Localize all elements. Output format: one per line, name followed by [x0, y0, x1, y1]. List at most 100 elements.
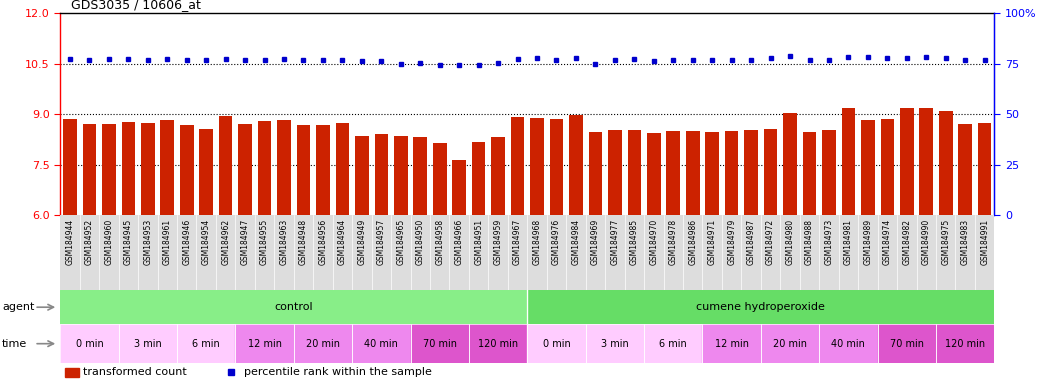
Bar — [608, 131, 622, 215]
Bar — [625, 215, 644, 290]
Bar — [920, 108, 933, 215]
Text: GSM184964: GSM184964 — [338, 219, 347, 265]
Bar — [176, 215, 196, 290]
Bar — [663, 215, 683, 290]
Bar — [472, 142, 486, 215]
Text: GSM184949: GSM184949 — [357, 219, 366, 265]
Text: GSM184973: GSM184973 — [824, 219, 834, 265]
Bar — [141, 123, 155, 215]
Bar — [703, 324, 761, 363]
Bar — [761, 324, 819, 363]
Bar — [917, 215, 936, 290]
Bar — [585, 324, 644, 363]
Bar — [469, 324, 527, 363]
Bar — [527, 324, 585, 363]
Text: GSM184981: GSM184981 — [844, 219, 853, 265]
Bar — [900, 108, 913, 215]
Bar — [257, 121, 271, 215]
Bar — [196, 215, 216, 290]
Bar — [862, 120, 875, 215]
Text: cumene hydroperoxide: cumene hydroperoxide — [696, 302, 825, 312]
Bar — [138, 215, 158, 290]
Bar — [764, 129, 777, 215]
Bar — [955, 215, 975, 290]
Bar — [527, 215, 547, 290]
Bar — [411, 324, 469, 363]
Bar — [488, 215, 508, 290]
Text: GSM184959: GSM184959 — [494, 219, 502, 265]
Bar — [706, 132, 719, 215]
Bar — [936, 324, 994, 363]
Bar — [63, 119, 77, 215]
Text: transformed count: transformed count — [83, 367, 187, 377]
Text: GSM184952: GSM184952 — [85, 219, 93, 265]
Bar — [585, 215, 605, 290]
Text: 12 min: 12 min — [247, 339, 281, 349]
Text: time: time — [2, 339, 27, 349]
Bar — [313, 215, 332, 290]
Bar — [180, 125, 193, 215]
Bar — [802, 132, 816, 215]
Bar — [822, 130, 836, 215]
Text: GSM184966: GSM184966 — [455, 219, 464, 265]
Text: GSM184972: GSM184972 — [766, 219, 775, 265]
Bar — [161, 120, 174, 215]
Bar — [216, 215, 236, 290]
Bar — [858, 215, 877, 290]
Bar — [277, 120, 291, 215]
Bar — [236, 324, 294, 363]
Text: GSM184980: GSM184980 — [786, 219, 794, 265]
Bar — [761, 215, 781, 290]
Bar — [176, 324, 236, 363]
Text: GSM184946: GSM184946 — [183, 219, 191, 265]
Bar — [469, 324, 527, 363]
Text: GSM184962: GSM184962 — [221, 219, 230, 265]
Bar — [83, 124, 97, 215]
Text: GSM184954: GSM184954 — [201, 219, 211, 265]
Bar — [413, 137, 427, 215]
Bar — [102, 124, 115, 215]
Text: percentile rank within the sample: percentile rank within the sample — [244, 367, 432, 377]
Text: GSM184987: GSM184987 — [746, 219, 756, 265]
Bar — [332, 215, 352, 290]
Bar — [433, 143, 446, 215]
Bar — [254, 215, 274, 290]
Bar — [703, 215, 722, 290]
Bar — [781, 215, 799, 290]
Text: 40 min: 40 min — [364, 339, 399, 349]
Text: 70 min: 70 min — [422, 339, 457, 349]
Bar — [335, 123, 349, 215]
Text: GSM184988: GSM184988 — [805, 219, 814, 265]
Text: GSM184968: GSM184968 — [532, 219, 542, 265]
Text: GSM184976: GSM184976 — [552, 219, 561, 265]
Bar — [644, 215, 663, 290]
Bar — [352, 215, 372, 290]
Bar — [236, 324, 294, 363]
Text: 12 min: 12 min — [714, 339, 748, 349]
Text: GSM184967: GSM184967 — [513, 219, 522, 265]
Bar — [936, 324, 994, 363]
Bar — [511, 117, 524, 215]
Bar — [741, 215, 761, 290]
Text: GSM184969: GSM184969 — [591, 219, 600, 265]
Bar — [877, 324, 936, 363]
Bar — [799, 215, 819, 290]
Bar — [176, 324, 236, 363]
Text: 0 min: 0 min — [543, 339, 570, 349]
Bar — [569, 115, 582, 215]
Bar — [686, 131, 700, 215]
Bar — [589, 132, 602, 215]
Text: GSM184945: GSM184945 — [124, 219, 133, 265]
Text: GSM184955: GSM184955 — [261, 219, 269, 265]
Text: GSM184971: GSM184971 — [708, 219, 716, 265]
Bar — [819, 215, 839, 290]
Bar — [958, 124, 972, 215]
Bar — [274, 215, 294, 290]
Bar — [508, 215, 527, 290]
Bar — [80, 215, 99, 290]
Bar — [372, 215, 391, 290]
Bar — [725, 131, 738, 215]
Bar — [60, 290, 527, 324]
Bar — [839, 215, 858, 290]
Bar — [118, 324, 176, 363]
